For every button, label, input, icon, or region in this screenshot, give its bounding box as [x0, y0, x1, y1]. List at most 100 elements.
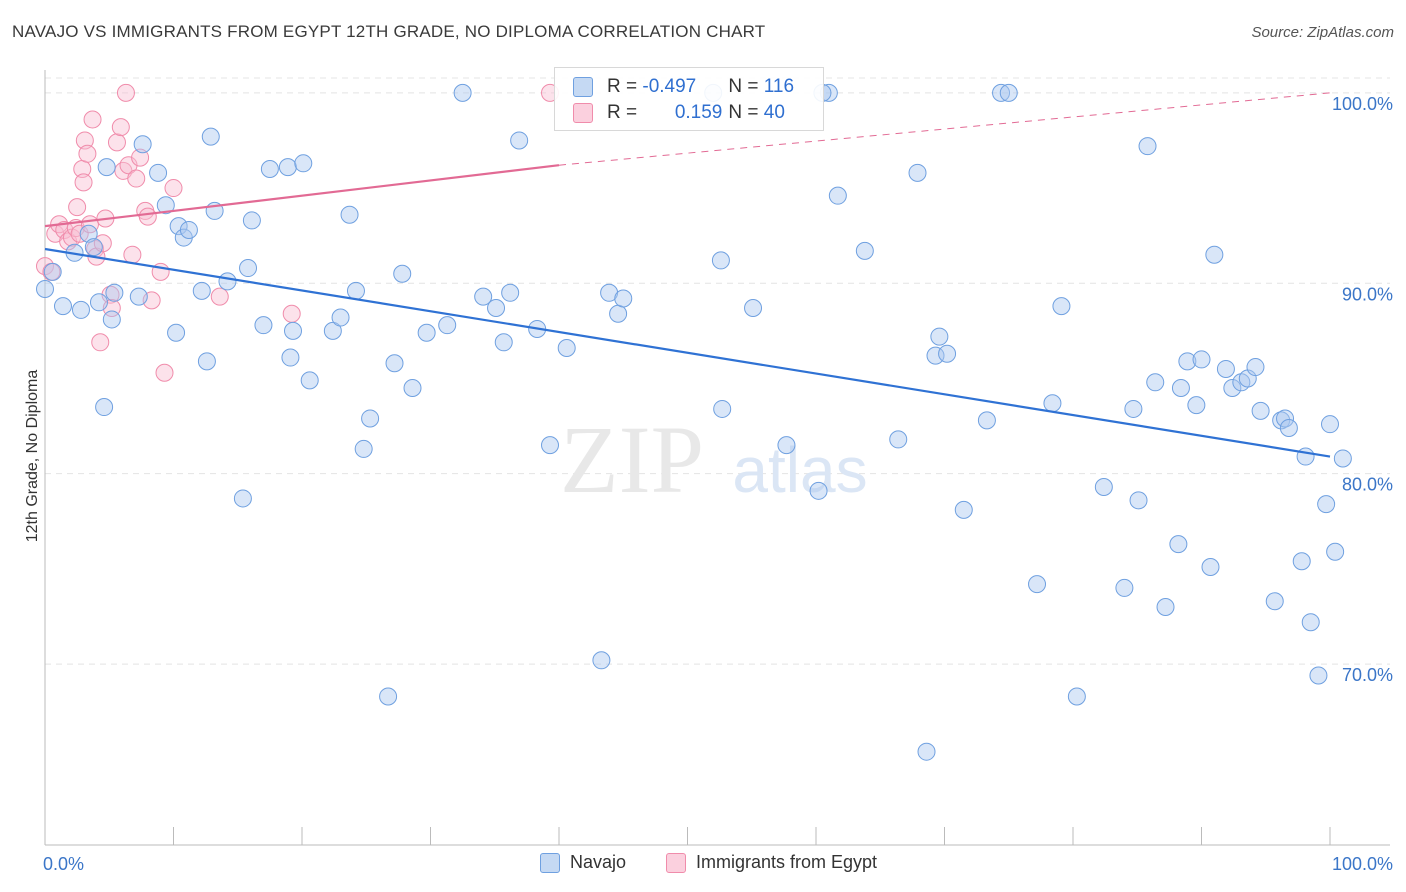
x-tick-label-min: 0.0% — [43, 854, 84, 874]
navajo-point — [417, 323, 436, 342]
navajo-point — [84, 238, 103, 257]
navajo-point — [1169, 535, 1188, 554]
navajo-point — [1276, 409, 1295, 428]
navajo-point — [1265, 592, 1284, 611]
navajo-point — [828, 186, 847, 205]
navajo-point — [889, 430, 908, 449]
navajo-point — [133, 135, 152, 154]
legend-egypt[interactable]: Immigrants from Egypt — [666, 852, 877, 873]
egypt-point — [138, 207, 157, 226]
y-axis-label: 12th Grade, No Diploma — [24, 370, 41, 543]
navajo-point — [300, 371, 319, 390]
navajo-point — [1146, 373, 1165, 392]
navajo-point — [474, 287, 493, 306]
navajo-point — [592, 651, 611, 670]
navajo-point — [1309, 666, 1328, 685]
navajo-point — [201, 127, 220, 146]
egypt-point — [91, 333, 110, 352]
navajo-point — [233, 489, 252, 508]
navajo-point — [197, 352, 216, 371]
navajo-point — [1187, 396, 1206, 415]
navajo-point — [908, 163, 927, 182]
navajo-point — [149, 163, 168, 182]
egypt-point — [111, 118, 130, 137]
navajo-point — [744, 299, 763, 318]
navajo-point — [992, 83, 1011, 102]
navajo-point — [379, 687, 398, 706]
navajo-point — [331, 308, 350, 327]
navajo-point — [156, 196, 175, 215]
egypt-point — [74, 173, 93, 192]
navajo-point — [977, 411, 996, 430]
navajo-point — [1171, 378, 1190, 397]
navajo-point — [281, 348, 300, 367]
egypt-swatch — [573, 103, 593, 123]
navajo-n-value: 116 — [763, 76, 795, 97]
navajo-point — [999, 83, 1018, 102]
navajo-point — [169, 217, 188, 236]
egypt-r-label: R = — [607, 102, 643, 123]
navajo-swatch — [573, 77, 593, 97]
watermark-zip: ZIP — [560, 406, 704, 513]
trend-lines — [44, 92, 1331, 458]
egypt-point — [116, 83, 135, 102]
navajo-point — [777, 436, 796, 455]
egypt-point — [107, 133, 126, 152]
navajo-point — [930, 327, 949, 346]
navajo-point — [1321, 415, 1339, 434]
navajo-point — [167, 323, 186, 342]
legend-egypt-label: Immigrants from Egypt — [696, 852, 878, 872]
egypt-n-value: 40 — [763, 102, 785, 123]
navajo-r-label: R = — [607, 76, 643, 97]
y-tick-label: 100.0% — [1332, 94, 1393, 114]
navajo-point — [1333, 449, 1352, 468]
grid-lines — [45, 77, 1390, 665]
navajo-point — [1246, 358, 1265, 377]
egypt-point — [75, 131, 94, 150]
navajo-point — [403, 378, 422, 397]
stats-row-egypt: R = 0.159 N = 40 — [573, 102, 785, 124]
navajo-point — [179, 220, 198, 239]
egypt-point — [155, 363, 174, 382]
watermark: ZIP atlas — [560, 406, 868, 513]
navajo-point — [541, 436, 560, 455]
navajo-point — [89, 293, 108, 312]
navajo-point — [1043, 394, 1062, 413]
navajo-point — [284, 321, 303, 340]
navajo-point — [1292, 552, 1311, 571]
navajo-point — [294, 154, 313, 173]
navajo-point — [1129, 491, 1148, 510]
y-tick-label: 70.0% — [1342, 665, 1393, 685]
navajo-point — [1201, 557, 1220, 576]
navajo-point — [510, 131, 529, 150]
legend-navajo[interactable]: Navajo — [540, 852, 626, 873]
navajo-point — [1067, 687, 1086, 706]
navajo-point — [53, 297, 72, 316]
navajo-point — [609, 304, 628, 323]
navajo-point — [354, 439, 373, 458]
navajo-point — [192, 281, 211, 300]
y-tick-label: 80.0% — [1342, 475, 1393, 495]
egypt-point — [127, 169, 146, 188]
navajo-point — [95, 398, 114, 417]
y-tick-label: 90.0% — [1342, 284, 1393, 304]
navajo-point — [1028, 575, 1047, 594]
x-tick-label-max: 100.0% — [1332, 854, 1393, 874]
navajo-point — [711, 251, 730, 270]
navajo-point — [1124, 399, 1143, 418]
navajo-r-value: -0.497 — [642, 76, 697, 97]
navajo-point — [105, 283, 124, 302]
egypt-point — [131, 148, 150, 167]
navajo-point — [1156, 597, 1175, 616]
navajo-point — [1192, 350, 1211, 369]
legend-navajo-swatch — [540, 852, 560, 873]
navajo-point — [1138, 137, 1157, 156]
navajo-point — [1251, 401, 1270, 420]
egypt-point — [83, 110, 102, 129]
navajo-point — [242, 211, 261, 230]
navajo-point — [926, 346, 945, 365]
navajo-point — [346, 281, 365, 300]
stats-row-navajo: R = -0.497 N = 116 — [573, 76, 794, 98]
egypt-point — [164, 179, 183, 198]
